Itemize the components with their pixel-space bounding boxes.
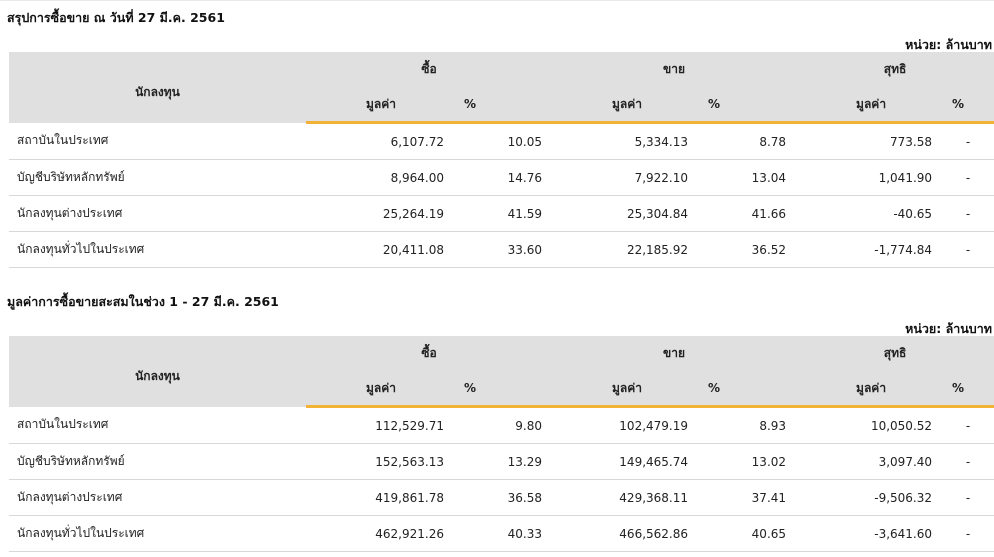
net-value: -9,506.32 (796, 479, 943, 516)
header-net: สุทธิ (796, 336, 994, 371)
header-buy-percent: % (454, 371, 553, 408)
net-percent: - (942, 122, 994, 160)
buy-percent: 14.76 (454, 159, 553, 196)
investor-name: นักลงทุนทั่วไปในประเทศ (9, 231, 306, 268)
buy-value: 6,107.72 (306, 122, 454, 160)
header-sell-value: มูลค่า (552, 371, 699, 408)
buy-percent: 33.60 (454, 231, 553, 268)
cumulative-summary-title: มูลค่าการซื้อขายสะสมในช่วง 1 - 27 มี.ค. … (7, 294, 279, 309)
net-percent: - (942, 406, 994, 444)
investor-name: นักลงทุนทั่วไปในประเทศ (9, 515, 306, 552)
net-value: -1,774.84 (796, 231, 943, 268)
net-percent: - (942, 195, 994, 232)
net-value: -40.65 (796, 195, 943, 232)
header-sell-percent: % (698, 371, 797, 408)
buy-value: 419,861.78 (306, 479, 454, 516)
top-divider (0, 0, 994, 1)
daily-summary-title: สรุปการซื้อขาย ณ วันที่ 27 มี.ค. 2561 (7, 10, 225, 25)
header-investor: นักลงทุน (9, 336, 306, 407)
table-row: สถาบันในประเทศ 6,107.72 10.05 5,334.13 8… (9, 122, 994, 160)
buy-value: 8,964.00 (306, 159, 454, 196)
buy-percent: 36.58 (454, 479, 553, 516)
cumulative-summary-table: นักลงทุน ซื้อ ขาย สุทธิ มูลค่า % มูลค่า … (9, 336, 994, 552)
header-sell: ขาย (552, 336, 797, 371)
net-percent: - (942, 159, 994, 196)
buy-value: 25,264.19 (306, 195, 454, 232)
header-buy-value: มูลค่า (306, 87, 454, 124)
net-percent: - (942, 479, 994, 516)
net-value: 3,097.40 (796, 443, 943, 480)
table-row: สถาบันในประเทศ 112,529.71 9.80 102,479.1… (9, 406, 994, 444)
sell-value: 25,304.84 (552, 195, 699, 232)
sell-value: 149,465.74 (552, 443, 699, 480)
buy-value: 20,411.08 (306, 231, 454, 268)
sell-value: 102,479.19 (552, 406, 699, 444)
table-row: นักลงทุนทั่วไปในประเทศ 20,411.08 33.60 2… (9, 231, 994, 268)
net-value: 1,041.90 (796, 159, 943, 196)
sell-value: 5,334.13 (552, 122, 699, 160)
header-net-percent: % (942, 371, 994, 408)
buy-value: 462,921.26 (306, 515, 454, 552)
investor-name: สถาบันในประเทศ (9, 122, 306, 160)
header-net: สุทธิ (796, 52, 994, 87)
investor-name: นักลงทุนต่างประเทศ (9, 195, 306, 232)
buy-percent: 10.05 (454, 122, 553, 160)
sell-percent: 36.52 (698, 231, 797, 268)
sell-value: 466,562.86 (552, 515, 699, 552)
table-row: นักลงทุนต่างประเทศ 419,861.78 36.58 429,… (9, 479, 994, 516)
sell-percent: 41.66 (698, 195, 797, 232)
header-sell-percent: % (698, 87, 797, 124)
table-row: บัญชีบริษัทหลักทรัพย์ 152,563.13 13.29 1… (9, 443, 994, 480)
header-investor: นักลงทุน (9, 52, 306, 123)
header-net-value: มูลค่า (796, 371, 943, 408)
table-row: บัญชีบริษัทหลักทรัพย์ 8,964.00 14.76 7,9… (9, 159, 994, 196)
buy-percent: 41.59 (454, 195, 553, 232)
net-percent: - (942, 443, 994, 480)
buy-percent: 40.33 (454, 515, 553, 552)
header-net-percent: % (942, 87, 994, 124)
header-buy: ซื้อ (306, 52, 553, 87)
sell-percent: 40.65 (698, 515, 797, 552)
investor-name: สถาบันในประเทศ (9, 406, 306, 444)
header-buy-percent: % (454, 87, 553, 124)
table-row: นักลงทุนต่างประเทศ 25,264.19 41.59 25,30… (9, 195, 994, 232)
sell-percent: 8.78 (698, 122, 797, 160)
daily-summary-table: นักลงทุน ซื้อ ขาย สุทธิ มูลค่า % มูลค่า … (9, 52, 994, 268)
buy-value: 112,529.71 (306, 406, 454, 444)
investor-name: นักลงทุนต่างประเทศ (9, 479, 306, 516)
sell-value: 429,368.11 (552, 479, 699, 516)
header-sell-value: มูลค่า (552, 87, 699, 124)
sell-percent: 37.41 (698, 479, 797, 516)
header-buy: ซื้อ (306, 336, 553, 371)
net-percent: - (942, 515, 994, 552)
sell-percent: 13.04 (698, 159, 797, 196)
net-value: -3,641.60 (796, 515, 943, 552)
sell-value: 7,922.10 (552, 159, 699, 196)
net-percent: - (942, 231, 994, 268)
buy-percent: 9.80 (454, 406, 553, 444)
unit-label: หน่วย: ล้านบาท (905, 321, 992, 336)
table-row: นักลงทุนทั่วไปในประเทศ 462,921.26 40.33 … (9, 515, 994, 552)
investor-name: บัญชีบริษัทหลักทรัพย์ (9, 159, 306, 196)
buy-percent: 13.29 (454, 443, 553, 480)
header-net-value: มูลค่า (796, 87, 943, 124)
unit-label: หน่วย: ล้านบาท (905, 37, 992, 52)
sell-percent: 13.02 (698, 443, 797, 480)
investor-name: บัญชีบริษัทหลักทรัพย์ (9, 443, 306, 480)
net-value: 10,050.52 (796, 406, 943, 444)
net-value: 773.58 (796, 122, 943, 160)
sell-percent: 8.93 (698, 406, 797, 444)
sell-value: 22,185.92 (552, 231, 699, 268)
header-sell: ขาย (552, 52, 797, 87)
header-buy-value: มูลค่า (306, 371, 454, 408)
buy-value: 152,563.13 (306, 443, 454, 480)
